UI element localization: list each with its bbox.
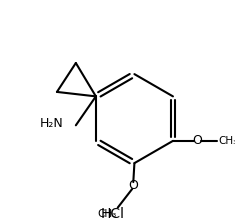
Text: O: O: [128, 179, 138, 192]
Text: H₂N: H₂N: [40, 116, 64, 129]
Text: CH₃: CH₃: [97, 209, 117, 219]
Text: HCl: HCl: [100, 207, 124, 221]
Text: CH₃: CH₃: [219, 136, 235, 146]
Text: O: O: [192, 134, 202, 147]
